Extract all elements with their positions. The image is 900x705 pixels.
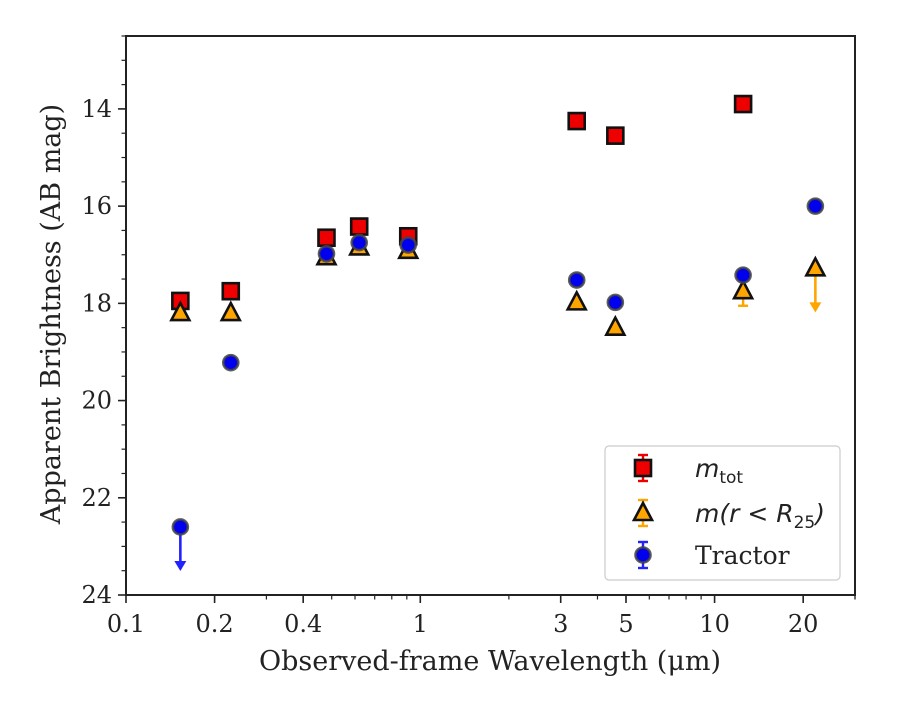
- data-point: [349, 217, 369, 236]
- legend-marker: [634, 546, 652, 564]
- data-point: [221, 281, 241, 301]
- x-axis-label: Observed-frame Wavelength (μm): [259, 646, 721, 677]
- axes: 0.1 0.2 0.4 1 3 5 10 20 14 16 18 20 22 24: [81, 35, 856, 638]
- plot-area: [169, 94, 827, 571]
- data-point: [399, 236, 418, 254]
- legend-marker: [631, 500, 655, 522]
- upper-limit-head: [809, 302, 822, 313]
- legend-label: mtot: [695, 454, 743, 488]
- data-point: [734, 266, 752, 284]
- legend-label: Tractor: [695, 541, 790, 570]
- x-tick-label: 0.2: [196, 610, 234, 638]
- upper-limit-head: [174, 560, 187, 571]
- legend-entry: Tractor: [634, 540, 790, 570]
- data-point: [219, 300, 242, 322]
- data-point: [604, 314, 627, 336]
- data-point: [317, 244, 336, 263]
- data-point: [567, 271, 586, 289]
- y-tick-label: 16: [81, 192, 112, 220]
- data-point: [806, 197, 825, 215]
- data-point: [565, 289, 588, 311]
- data-point: [221, 353, 240, 372]
- axes-frame: [125, 35, 856, 596]
- series-tractor: [171, 197, 825, 571]
- data-point: [733, 94, 753, 114]
- y-tick-label: 14: [81, 95, 112, 123]
- data-point: [731, 278, 755, 300]
- series-m-tot: [171, 94, 753, 311]
- x-tick-label: 0.4: [284, 610, 322, 638]
- data-point: [804, 255, 827, 277]
- data-point: [606, 293, 625, 312]
- x-tick-label: 1: [413, 610, 428, 638]
- data-point: [169, 300, 192, 322]
- y-tick-label: 22: [81, 484, 112, 512]
- legend-entry: mtot: [633, 453, 743, 488]
- y-axis-label: Apparent Brightness (AB mag): [36, 104, 67, 525]
- legend-entry: m(r < R25): [631, 498, 825, 533]
- x-tick-label: 5: [618, 610, 633, 638]
- legend: mtot m(r < R25) Tractor: [604, 445, 841, 581]
- data-point: [317, 228, 336, 248]
- x-tick-label: 3: [553, 610, 568, 638]
- series-m-r-r25: [169, 234, 827, 336]
- data-point: [567, 111, 587, 131]
- y-tick-label: 18: [81, 289, 112, 317]
- y-tick-label: 24: [81, 581, 112, 609]
- data-point: [606, 126, 625, 145]
- data-point: [171, 518, 190, 536]
- x-tick-label: 0.1: [107, 610, 145, 638]
- x-tick-label: 10: [699, 610, 730, 638]
- data-point: [350, 233, 368, 252]
- y-tick-label: 20: [81, 387, 112, 415]
- legend-marker: [633, 458, 653, 478]
- x-tick-label: 20: [788, 610, 819, 638]
- legend-label: m(r < R25): [695, 499, 825, 533]
- legend-box: [604, 445, 841, 581]
